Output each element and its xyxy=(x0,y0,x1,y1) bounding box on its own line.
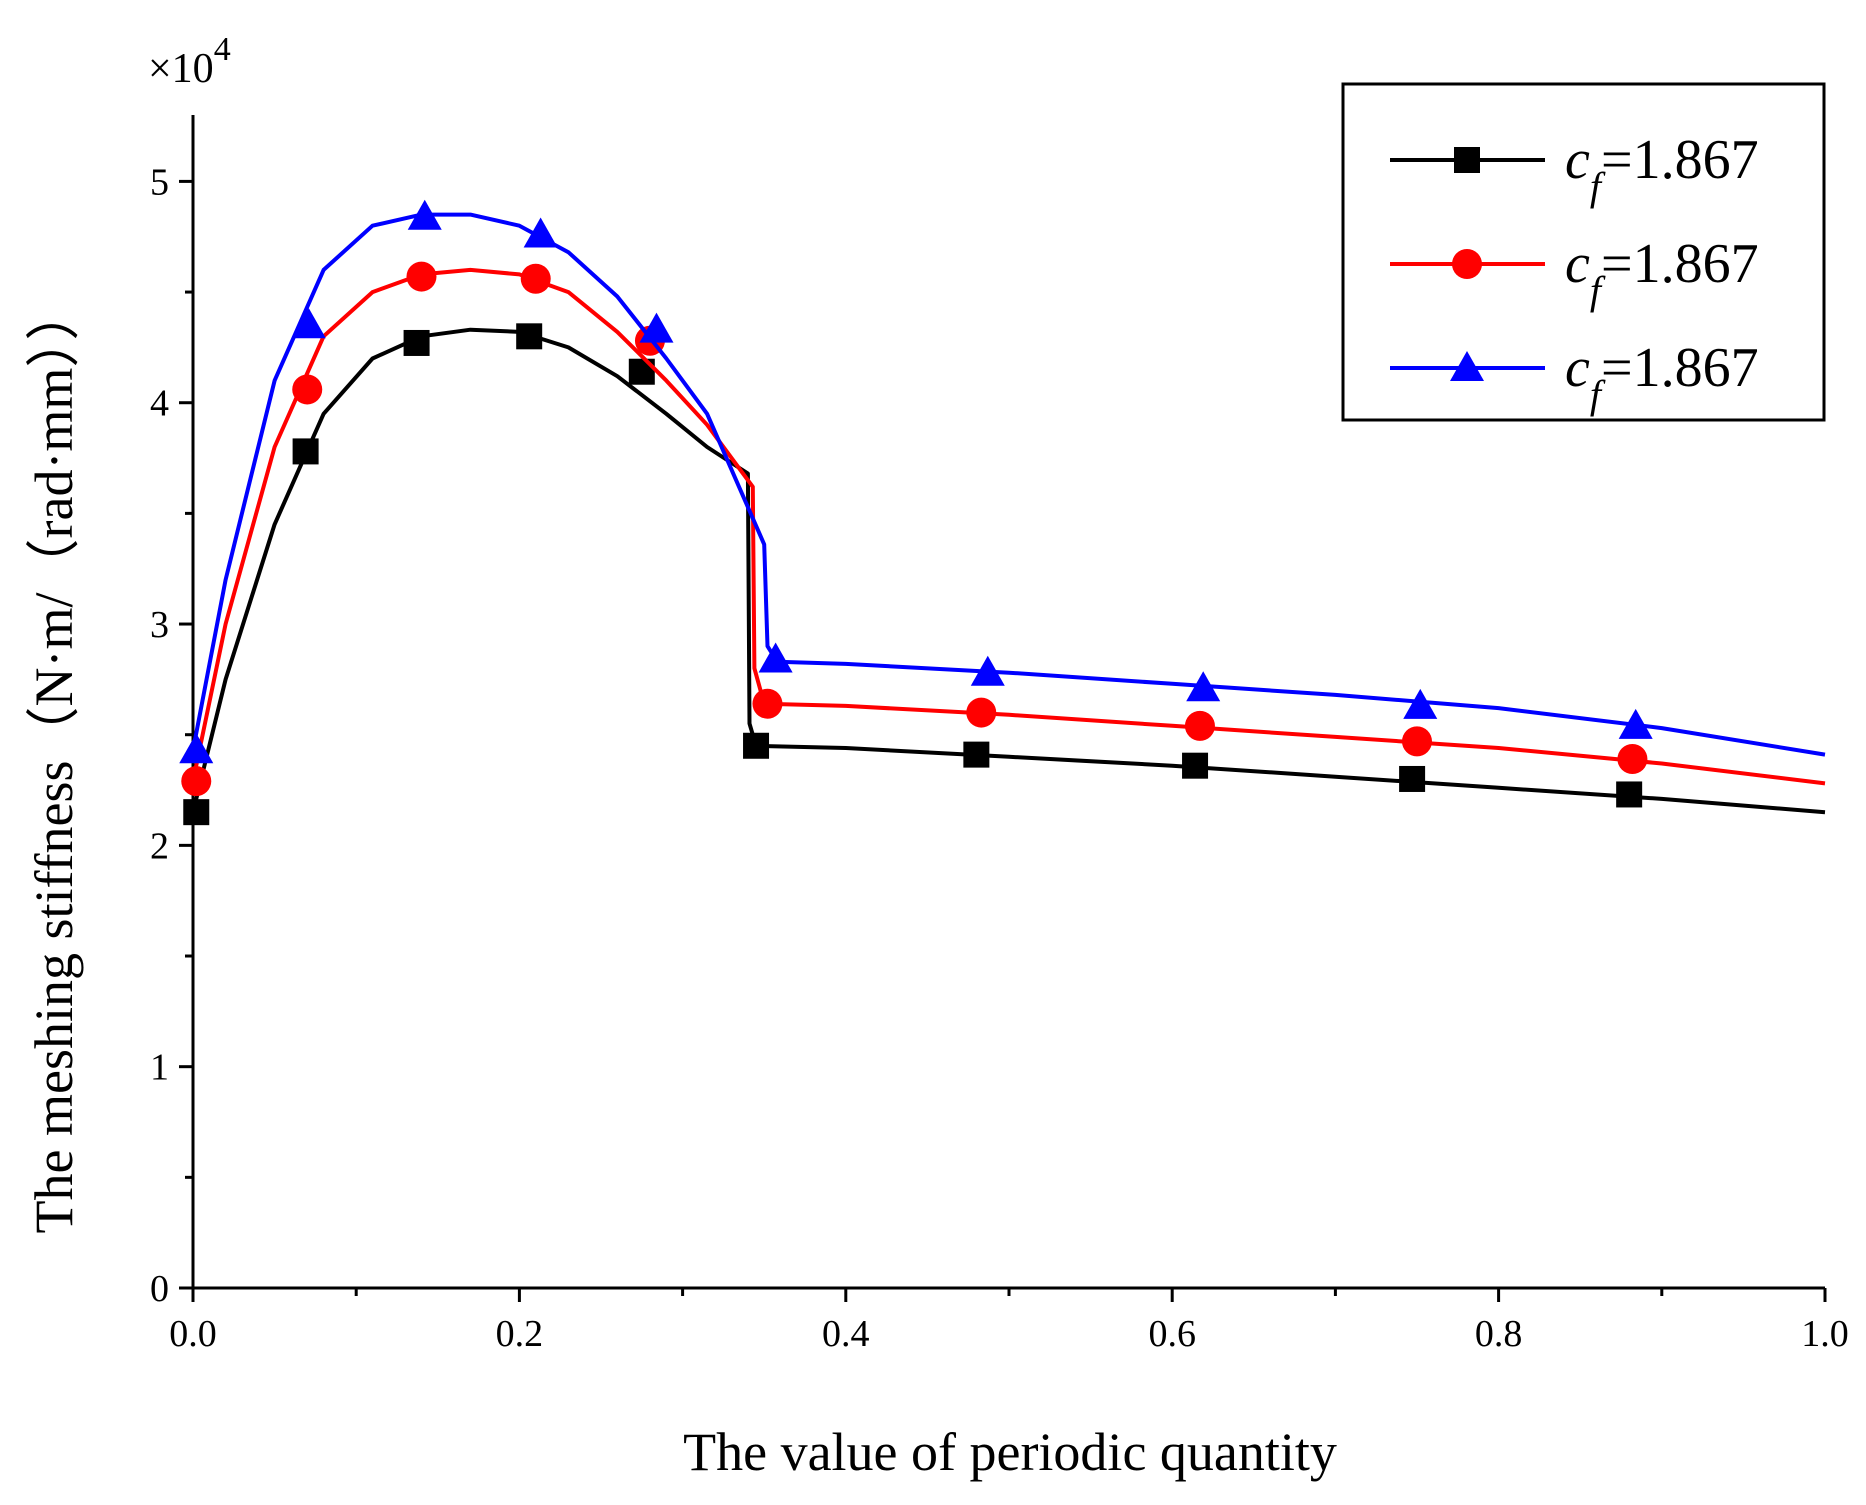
series-line xyxy=(191,212,1826,757)
data-point xyxy=(291,308,326,339)
y-tick-label: 1 xyxy=(150,1047,169,1089)
data-point xyxy=(183,799,210,826)
y-tick-label: 3 xyxy=(150,604,169,646)
y-tick-label: 4 xyxy=(150,383,169,425)
data-point xyxy=(181,766,212,797)
data-point xyxy=(292,438,319,465)
x-tick-label: 0.6 xyxy=(1148,1313,1196,1355)
data-point xyxy=(758,642,793,673)
data-point xyxy=(1186,671,1221,702)
ticks: 0.0 0.2 0.4 0.6 0.8 1.0 0 1 2 3 4 5 xyxy=(150,161,1849,1355)
data-point xyxy=(1616,781,1643,808)
series-3 xyxy=(179,199,1826,764)
series-2 xyxy=(181,261,1826,797)
legend: cf=1.867 cf=1.867 cf=1.867 xyxy=(1341,82,1826,422)
legend-marker xyxy=(1450,351,1484,381)
legend-marker xyxy=(1452,249,1482,279)
series-line xyxy=(191,267,1826,786)
y-tick-label: 0 xyxy=(150,1268,169,1310)
data-point xyxy=(966,697,997,728)
y-axis-label: The meshing stiffness（N·m/（rad·mm）） xyxy=(24,287,84,1234)
series-line xyxy=(191,327,1826,815)
x-tick-label: 0.8 xyxy=(1475,1313,1523,1355)
legend-marker xyxy=(1454,147,1480,173)
data-point xyxy=(1403,688,1438,719)
data-point xyxy=(407,199,442,230)
x-tick-label: 0.2 xyxy=(496,1313,544,1355)
data-point xyxy=(1402,726,1432,757)
data-point xyxy=(292,374,323,405)
x-tick-label: 1.0 xyxy=(1801,1313,1849,1355)
x-axis-label: The value of periodic quantity xyxy=(683,1422,1337,1482)
data-point xyxy=(516,323,543,350)
x-tick-label: 0.0 xyxy=(169,1313,217,1355)
y-multiplier: ×104 xyxy=(148,31,231,92)
y-tick-label: 5 xyxy=(150,161,169,203)
legend-label: cf=1.867 xyxy=(1565,233,1759,313)
legend-label: cf=1.867 xyxy=(1565,129,1759,209)
legend-label: cf=1.867 xyxy=(1565,337,1759,417)
y-tick-label: 2 xyxy=(150,825,169,867)
data-point xyxy=(523,217,558,248)
series-layer xyxy=(179,199,1826,826)
data-point xyxy=(1618,708,1653,739)
data-point xyxy=(639,312,674,343)
data-point xyxy=(1182,752,1209,779)
data-point xyxy=(970,655,1005,686)
data-point xyxy=(406,261,437,292)
data-point xyxy=(752,688,783,719)
legend-box xyxy=(1341,82,1826,422)
data-point xyxy=(743,732,770,759)
data-point xyxy=(1617,744,1648,775)
data-point xyxy=(1184,710,1215,741)
data-point xyxy=(1399,765,1426,792)
data-point xyxy=(179,733,214,764)
data-point xyxy=(963,741,990,768)
data-point xyxy=(403,329,430,356)
x-tick-label: 0.4 xyxy=(822,1313,870,1355)
data-point xyxy=(520,263,551,294)
series-1 xyxy=(183,323,1826,826)
